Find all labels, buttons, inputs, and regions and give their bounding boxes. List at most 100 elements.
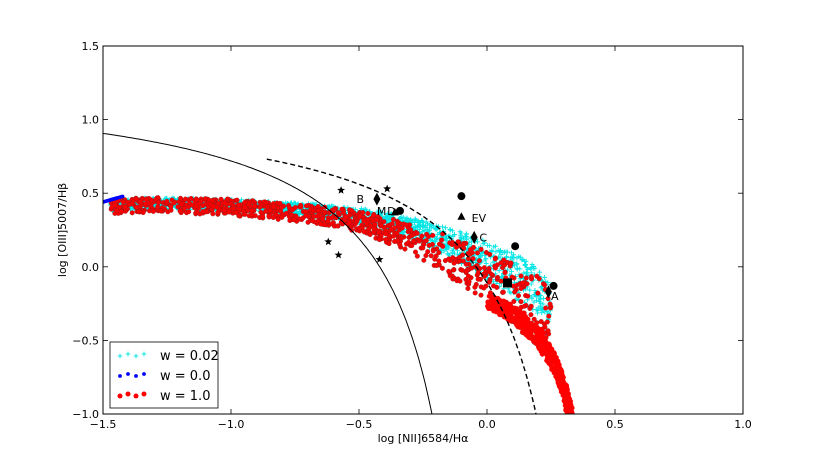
series-w1-point (500, 289, 506, 295)
series-w1-point (412, 249, 418, 255)
x-tick-label: 0.0 (478, 418, 496, 431)
series-w002-point (509, 269, 514, 274)
series-w002-point (496, 268, 502, 274)
series-w002-point (463, 233, 468, 239)
series-w1-point (446, 268, 452, 274)
series-w1-point (539, 329, 545, 335)
series-w1-point (459, 267, 465, 273)
series-w1-point (409, 232, 415, 238)
series-w002-point (445, 250, 451, 256)
data-layer (103, 132, 575, 414)
series-w1-point (202, 196, 208, 202)
series-w1-point (221, 208, 227, 214)
series-w1-point (389, 221, 395, 227)
series-w1-point (414, 253, 420, 259)
series-w1-point (481, 285, 487, 291)
series-w1-point (517, 309, 523, 315)
series-w1-point (120, 199, 126, 205)
series-w1-point (210, 211, 216, 217)
series-w1-point (440, 243, 446, 249)
series-w1-point (194, 209, 200, 215)
y-tick-label: 1.0 (82, 114, 100, 127)
series-w002-point (433, 239, 438, 245)
series-w1-point (403, 222, 409, 228)
series-w002-point (428, 237, 434, 243)
series-w1-point (472, 284, 478, 290)
series-w1-point (430, 232, 436, 238)
series-w1-point (177, 208, 183, 214)
series-w1-point (466, 279, 472, 285)
legend-marker (133, 353, 139, 359)
series-w002-point (511, 252, 517, 258)
series-w1-point (520, 280, 526, 286)
legend-item: w = 0.02 (117, 349, 219, 364)
series-w1-point (434, 262, 440, 268)
plot-frame (102, 45, 744, 415)
series-w1-point (361, 229, 367, 235)
series-w1-point (534, 339, 540, 345)
legend-item: w = 1.0 (117, 389, 210, 404)
obs-diamond (544, 285, 552, 299)
legend-marker (133, 393, 139, 399)
series-w1-point (542, 282, 548, 288)
series-w1-point (203, 209, 209, 215)
series-w1-point (451, 260, 457, 266)
series-w1-point (518, 299, 524, 305)
series-w002-point (509, 250, 514, 256)
kewley-curve (266, 158, 537, 414)
series-w1-point (528, 303, 534, 309)
series-w1-point (509, 317, 515, 322)
series-w1-point (519, 321, 525, 327)
series-w1-point (547, 301, 553, 307)
series-w002-point (537, 269, 543, 275)
series-w1-point (126, 202, 132, 208)
series-w002-point (432, 226, 438, 232)
series-w002-point (528, 265, 534, 271)
series-w1-point (109, 204, 115, 210)
series-w1-point (339, 206, 345, 212)
series-w002-point (457, 229, 463, 235)
x-tick-label: −1.0 (218, 418, 245, 431)
series-w1-point (249, 208, 255, 214)
series-w1-point (465, 273, 471, 279)
series-w1-point (528, 312, 534, 318)
series-w1-point (133, 196, 139, 202)
series-w002-point (458, 235, 464, 241)
series-w002-point (525, 267, 531, 272)
legend-marker (142, 372, 146, 376)
series-w1-point (365, 210, 371, 216)
series-w1-point (236, 213, 242, 219)
series-w002-point (412, 220, 417, 226)
series-w1-point (481, 265, 487, 271)
series-w1-point (335, 210, 341, 216)
series-w1-point (263, 208, 269, 214)
series-w1-point (158, 208, 164, 214)
series-w1-point (476, 258, 482, 264)
legend-marker (141, 391, 147, 397)
series-w1-point (523, 275, 529, 281)
obs-triangle (457, 212, 466, 220)
series-w1-point (225, 196, 231, 202)
series-w002-point (532, 288, 538, 293)
series-w1-points (108, 195, 575, 414)
series-w002-point (531, 299, 537, 305)
series-w002-point (384, 215, 389, 221)
series-w1-point (303, 203, 309, 209)
series-w002-point (523, 262, 529, 268)
series-w1-point (534, 273, 540, 279)
series-w1-point (425, 249, 431, 255)
legend-label: w = 1.0 (160, 389, 210, 404)
series-w002-point (398, 214, 404, 220)
series-w1-point (265, 204, 271, 210)
series-w1-point (367, 231, 373, 237)
series-w1-point (551, 350, 557, 356)
series-w002-point (451, 232, 457, 238)
series-w002-point (440, 224, 445, 230)
obs-star (324, 237, 333, 246)
series-w1-point (335, 223, 341, 229)
y-tick-label: −1.0 (72, 408, 99, 421)
series-w1-point (260, 214, 266, 220)
series-w002-point (533, 307, 539, 313)
series-w1-point (491, 283, 497, 289)
series-w1-point (494, 274, 500, 280)
